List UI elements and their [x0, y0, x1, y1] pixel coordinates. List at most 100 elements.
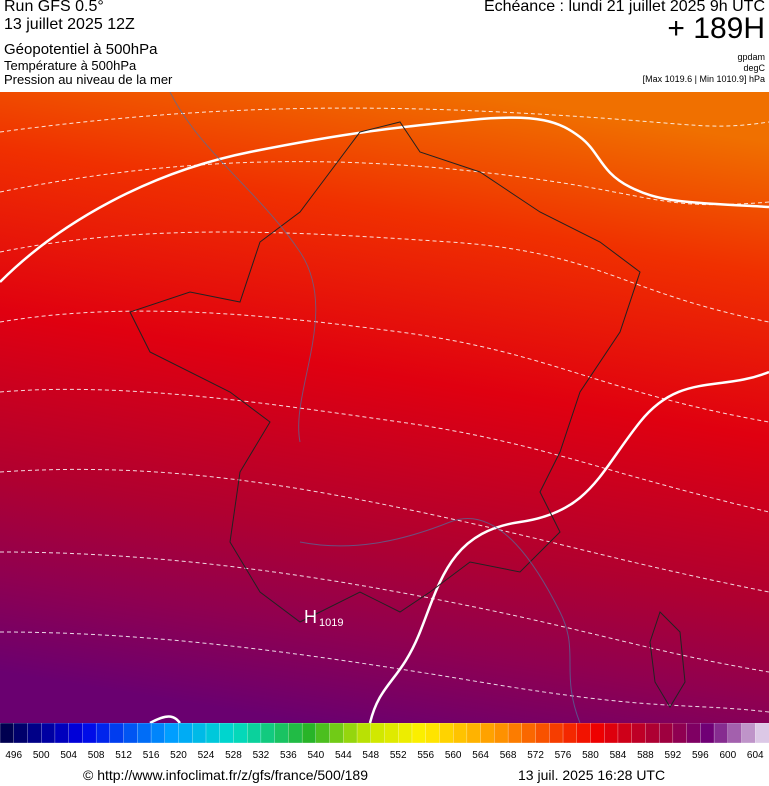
legend-swatch [370, 723, 386, 744]
legend-label: 568 [500, 750, 517, 761]
legend-swatch [507, 723, 523, 744]
legend-label: 552 [390, 750, 407, 761]
legend-swatch [727, 723, 743, 744]
legend-swatch [686, 723, 701, 744]
valid-time: Echéance : lundi 21 juillet 2025 9h UTC [483, 0, 765, 15]
legend-swatch [384, 723, 399, 744]
legend-label: 500 [33, 750, 50, 761]
legend-swatch [645, 723, 660, 744]
legend-swatch [549, 723, 564, 744]
legend-swatch [137, 723, 152, 744]
legend-label: 524 [198, 750, 215, 761]
legend-swatch [672, 723, 688, 744]
legend-swatch [329, 723, 344, 744]
unit-label: degC [743, 63, 765, 73]
legend-swatch [27, 723, 42, 744]
lead-time: + 189H [667, 12, 765, 45]
legend-swatch [466, 723, 482, 744]
legend-swatch [150, 723, 166, 744]
legend-swatch [425, 723, 441, 744]
legend-swatch [274, 723, 290, 744]
legend-label: 528 [225, 750, 242, 761]
legend-label: 556 [417, 750, 434, 761]
generated-time: 13 juil. 2025 16:28 UTC [518, 767, 666, 783]
color-legend: 496 500 504 508 512 516 520 524 528 532 536 540 544 5… [0, 723, 769, 761]
unit-label: gpdam [737, 52, 765, 62]
legend-swatch [535, 723, 550, 744]
legend-swatch [617, 723, 633, 744]
legend-swatch [192, 723, 207, 744]
legend-swatch [700, 723, 715, 744]
legend-swatch [54, 723, 70, 744]
legend-swatch [123, 723, 138, 744]
legend-label: 564 [472, 750, 489, 761]
legend-swatch [480, 723, 496, 744]
legend-swatch [178, 723, 193, 744]
legend-swatch [658, 723, 674, 744]
legend-swatch [604, 723, 619, 744]
legend-label: 496 [5, 750, 22, 761]
map: H 1019 [0, 92, 769, 723]
high-pressure-value: 1019 [319, 617, 343, 629]
legend-swatch [247, 723, 262, 744]
source-url: © http://www.infoclimat.fr/z/gfs/france/… [83, 767, 368, 783]
legend-swatch [631, 723, 647, 744]
legend-swatch [576, 723, 592, 744]
geopotential-contours [0, 116, 769, 723]
legend-label: 532 [253, 750, 270, 761]
legend-swatch [521, 723, 537, 744]
legend-swatch [398, 723, 413, 744]
legend-swatch [301, 723, 317, 744]
legend-label: 508 [88, 750, 105, 761]
legend-label: 540 [307, 750, 324, 761]
legend-swatch [219, 723, 235, 744]
legend-label: 576 [555, 750, 572, 761]
legend-label: 560 [445, 750, 462, 761]
legend-label: 600 [719, 750, 736, 761]
legend-swatch [95, 723, 111, 744]
field-label: Géopotentiel à 500hPa [4, 41, 158, 58]
legend-label: 536 [280, 750, 297, 761]
legend-label: 584 [610, 750, 627, 761]
legend-swatch [0, 723, 15, 744]
legend-label: 548 [362, 750, 379, 761]
legend-label: 604 [747, 750, 764, 761]
isobars [169, 92, 581, 723]
legend-label: 588 [637, 750, 654, 761]
legend-label: 572 [527, 750, 544, 761]
isotherms [0, 107, 769, 713]
legend-label: 516 [143, 750, 160, 761]
run-date: 13 juillet 2025 12Z [4, 16, 135, 33]
legend-swatch [343, 723, 358, 744]
minmax-label: [Max 1019.6 | Min 1010.9] hPa [642, 74, 765, 84]
legend-label: 512 [115, 750, 132, 761]
legend-swatch [109, 723, 125, 744]
legend-swatch [590, 723, 605, 744]
legend-swatch [453, 723, 468, 744]
legend-swatch [233, 723, 248, 744]
high-pressure-marker: H [304, 607, 317, 627]
legend-label: 592 [665, 750, 682, 761]
legend-swatch [494, 723, 509, 744]
legend-swatch [288, 723, 303, 744]
legend-label: 520 [170, 750, 187, 761]
legend-label: 504 [60, 750, 77, 761]
legend-swatch [439, 723, 454, 744]
field-label: Température à 500hPa [4, 58, 137, 73]
legend-label: 580 [582, 750, 599, 761]
legend-swatch [356, 723, 372, 744]
field-label: Pression au niveau de la mer [4, 72, 173, 87]
legend-swatch [82, 723, 97, 744]
legend-swatch [755, 723, 769, 744]
run-title: Run GFS 0.5° [4, 0, 104, 15]
legend-swatch [41, 723, 56, 744]
legend-swatch [68, 723, 84, 744]
legend-swatch [562, 723, 578, 744]
legend-swatch [164, 723, 180, 744]
legend-label: 596 [692, 750, 709, 761]
legend-swatch [713, 723, 729, 744]
legend-label: 544 [335, 750, 352, 761]
legend-swatch [315, 723, 331, 744]
legend-swatch [411, 723, 427, 744]
